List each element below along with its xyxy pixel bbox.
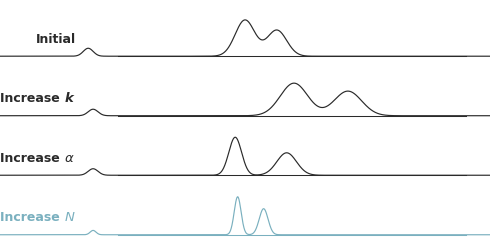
Text: Increase: Increase [0, 211, 64, 224]
Text: k: k [64, 92, 73, 105]
Text: Initial: Initial [36, 33, 76, 46]
Text: α: α [64, 152, 73, 165]
Text: Increase: Increase [0, 152, 64, 165]
Text: N: N [64, 211, 74, 224]
Text: Increase: Increase [0, 92, 64, 105]
